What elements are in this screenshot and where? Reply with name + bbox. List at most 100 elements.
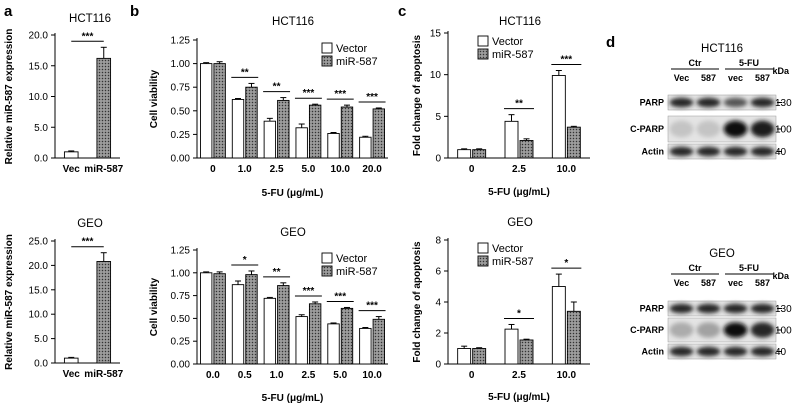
c2-x-tick-label-4: 10.0 [331, 164, 351, 175]
c2-legend-label-1: miR-587 [336, 56, 378, 68]
chart-a-hct116: HCT116 Relative miR-587 expression 0.0 5.0 1… [4, 13, 124, 175]
c5-bar-miR-587-0 [472, 348, 487, 365]
wb0-band-PARP-1 [696, 97, 721, 108]
wb1-band-Actin-1 [696, 346, 721, 357]
panel-letter-d: d [606, 34, 615, 51]
c4-legend-label-1: miR-587 [492, 49, 534, 61]
c4-bar-Vector-0 [457, 149, 472, 159]
c5-y-tick-label-1: 2 [435, 329, 441, 340]
c1-bar-miR-587-1 [96, 261, 112, 364]
c2-y-tick-label-5: 1.25 [171, 36, 191, 47]
chart-b-geo: GEO Cell viability 5-FU (μg/mL) 0.00 0.25 0.5… [149, 227, 388, 404]
c3-bar-Vector-1 [231, 284, 245, 365]
c0-title: HCT116 [69, 13, 111, 25]
wb0-marker-0: 130 [775, 98, 792, 109]
c3-sig-label-1: ** [273, 267, 281, 278]
wb0-band-Actin-0 [669, 146, 694, 157]
wb1-band-Actin-0 [669, 346, 694, 357]
c2-y-tick-label-4: 1.00 [171, 59, 191, 70]
wb0-row-label-2: Actin [642, 147, 665, 157]
c5-sig-label-1: * [564, 258, 568, 269]
c2-sig-label-3: *** [334, 89, 346, 100]
panel-letter-a: a [4, 3, 13, 20]
wb0-row-label-0: PARP [640, 98, 664, 108]
wb0-band-C-PARP-1 [696, 120, 721, 138]
wb1-row-label-0: PARP [640, 304, 664, 314]
c2-bar-Vector-4 [327, 133, 340, 159]
c5-x-axis-label: 5-FU (μg/mL) [488, 392, 550, 403]
c3-bar-Vector-2 [263, 297, 277, 365]
c4-bar-miR-587-0 [472, 149, 487, 159]
wb0-band-C-PARP-3 [750, 120, 775, 138]
c3-legend-label-0: Vector [336, 253, 368, 265]
c5-legend-label-0: Vector [492, 243, 524, 255]
wb1-title: GEO [709, 248, 735, 260]
c2-bar-miR-587-5 [372, 108, 385, 159]
c5-bar-Vector-1 [504, 328, 519, 365]
c1-x-tick-label-1: miR-587 [84, 369, 123, 380]
chart-c-geo: GEO Fold change of apoptosis 5-FU (μg/mL) 0… [412, 217, 590, 403]
c0-bar-Vec-0 [63, 151, 79, 159]
c3-bar-miR-587-1 [245, 274, 258, 365]
wb1-band-PARP-3 [750, 303, 775, 314]
wb0-kda-label: kDa [772, 66, 790, 76]
c1-x-tick-label-0: Vec [63, 369, 81, 380]
c2-bar-Vector-0 [200, 63, 213, 159]
wb1-lane-label-0: Vec [674, 278, 690, 288]
c2-legend-swatch-0 [321, 42, 333, 54]
c5-title: GEO [507, 217, 533, 229]
c3-bar-miR-587-3 [308, 303, 322, 365]
c3-sig-label-2: *** [303, 286, 315, 297]
c1-y-axis-label: Relative miR-587 expression [4, 234, 15, 370]
wb1-marker-0: 130 [775, 304, 792, 315]
c2-legend-label-0: Vector [336, 43, 368, 55]
c3-bar-Vector-4 [327, 323, 340, 365]
wb1-lane-label-2: vec [728, 278, 743, 288]
c3-y-tick-label-1: 0.25 [171, 337, 191, 348]
c5-y-tick-label-2: 4 [435, 298, 441, 309]
c0-bar-miR-587-1 [96, 57, 112, 159]
c1-y-tick-label-4: 20.0 [29, 261, 49, 272]
c4-title: HCT116 [499, 16, 541, 28]
c1-y-tick-label-3: 15.0 [29, 285, 49, 296]
c3-legend-swatch-1 [321, 265, 333, 277]
wb0-band-C-PARP-2 [723, 120, 748, 138]
c0-y-tick-label-1: 5.0 [34, 123, 48, 134]
c2-sig-label-2: *** [303, 88, 315, 99]
wb0-marker-1: 100 [775, 125, 792, 136]
c2-y-tick-label-0: 0.00 [171, 154, 191, 165]
c4-y-tick-label-0: 0 [435, 154, 441, 165]
c3-title: GEO [280, 227, 306, 239]
wb1-marker-1: 100 [775, 326, 792, 337]
c5-legend-swatch-0 [477, 242, 489, 254]
c2-y-axis-label: Cell viability [149, 69, 160, 128]
c0-y-tick-label-0: 0.0 [34, 154, 48, 165]
c4-legend-swatch-0 [477, 35, 489, 47]
c0-y-tick-label-3: 15.0 [29, 61, 49, 72]
wb1-band-C-PARP-1 [696, 322, 721, 338]
c1-bar-Vec-0 [63, 357, 79, 364]
wb1-band-PARP-2 [723, 303, 748, 314]
c2-x-axis-label: 5-FU (μg/mL) [262, 188, 324, 199]
wb0-band-Actin-3 [750, 146, 775, 157]
c1-y-tick-label-0: 0.0 [34, 359, 48, 370]
c2-bar-miR-587-4 [340, 106, 354, 159]
wb1-band-C-PARP-2 [723, 322, 748, 338]
wb0-band-Actin-2 [723, 146, 748, 157]
c3-bar-Vector-3 [295, 316, 308, 365]
c3-legend-label-1: miR-587 [336, 266, 378, 278]
wb0-strip-0 [667, 94, 777, 111]
wb1-band-C-PARP-3 [750, 322, 775, 338]
c5-bar-miR-587-2 [566, 310, 581, 365]
wb0-group-label-0: Ctr [689, 58, 702, 68]
c5-y-tick-label-3: 6 [435, 267, 441, 278]
wb1-band-C-PARP-0 [669, 322, 694, 338]
c4-bar-Vector-2 [551, 75, 566, 159]
c3-x-tick-label-4: 5.0 [333, 370, 347, 381]
c3-y-axis-label: Cell viability [149, 277, 160, 336]
c5-bar-Vector-0 [457, 348, 472, 365]
c2-y-tick-label-2: 0.50 [171, 106, 191, 117]
c5-y-tick-label-4: 8 [435, 236, 441, 247]
wb1-band-PARP-0 [669, 303, 694, 314]
